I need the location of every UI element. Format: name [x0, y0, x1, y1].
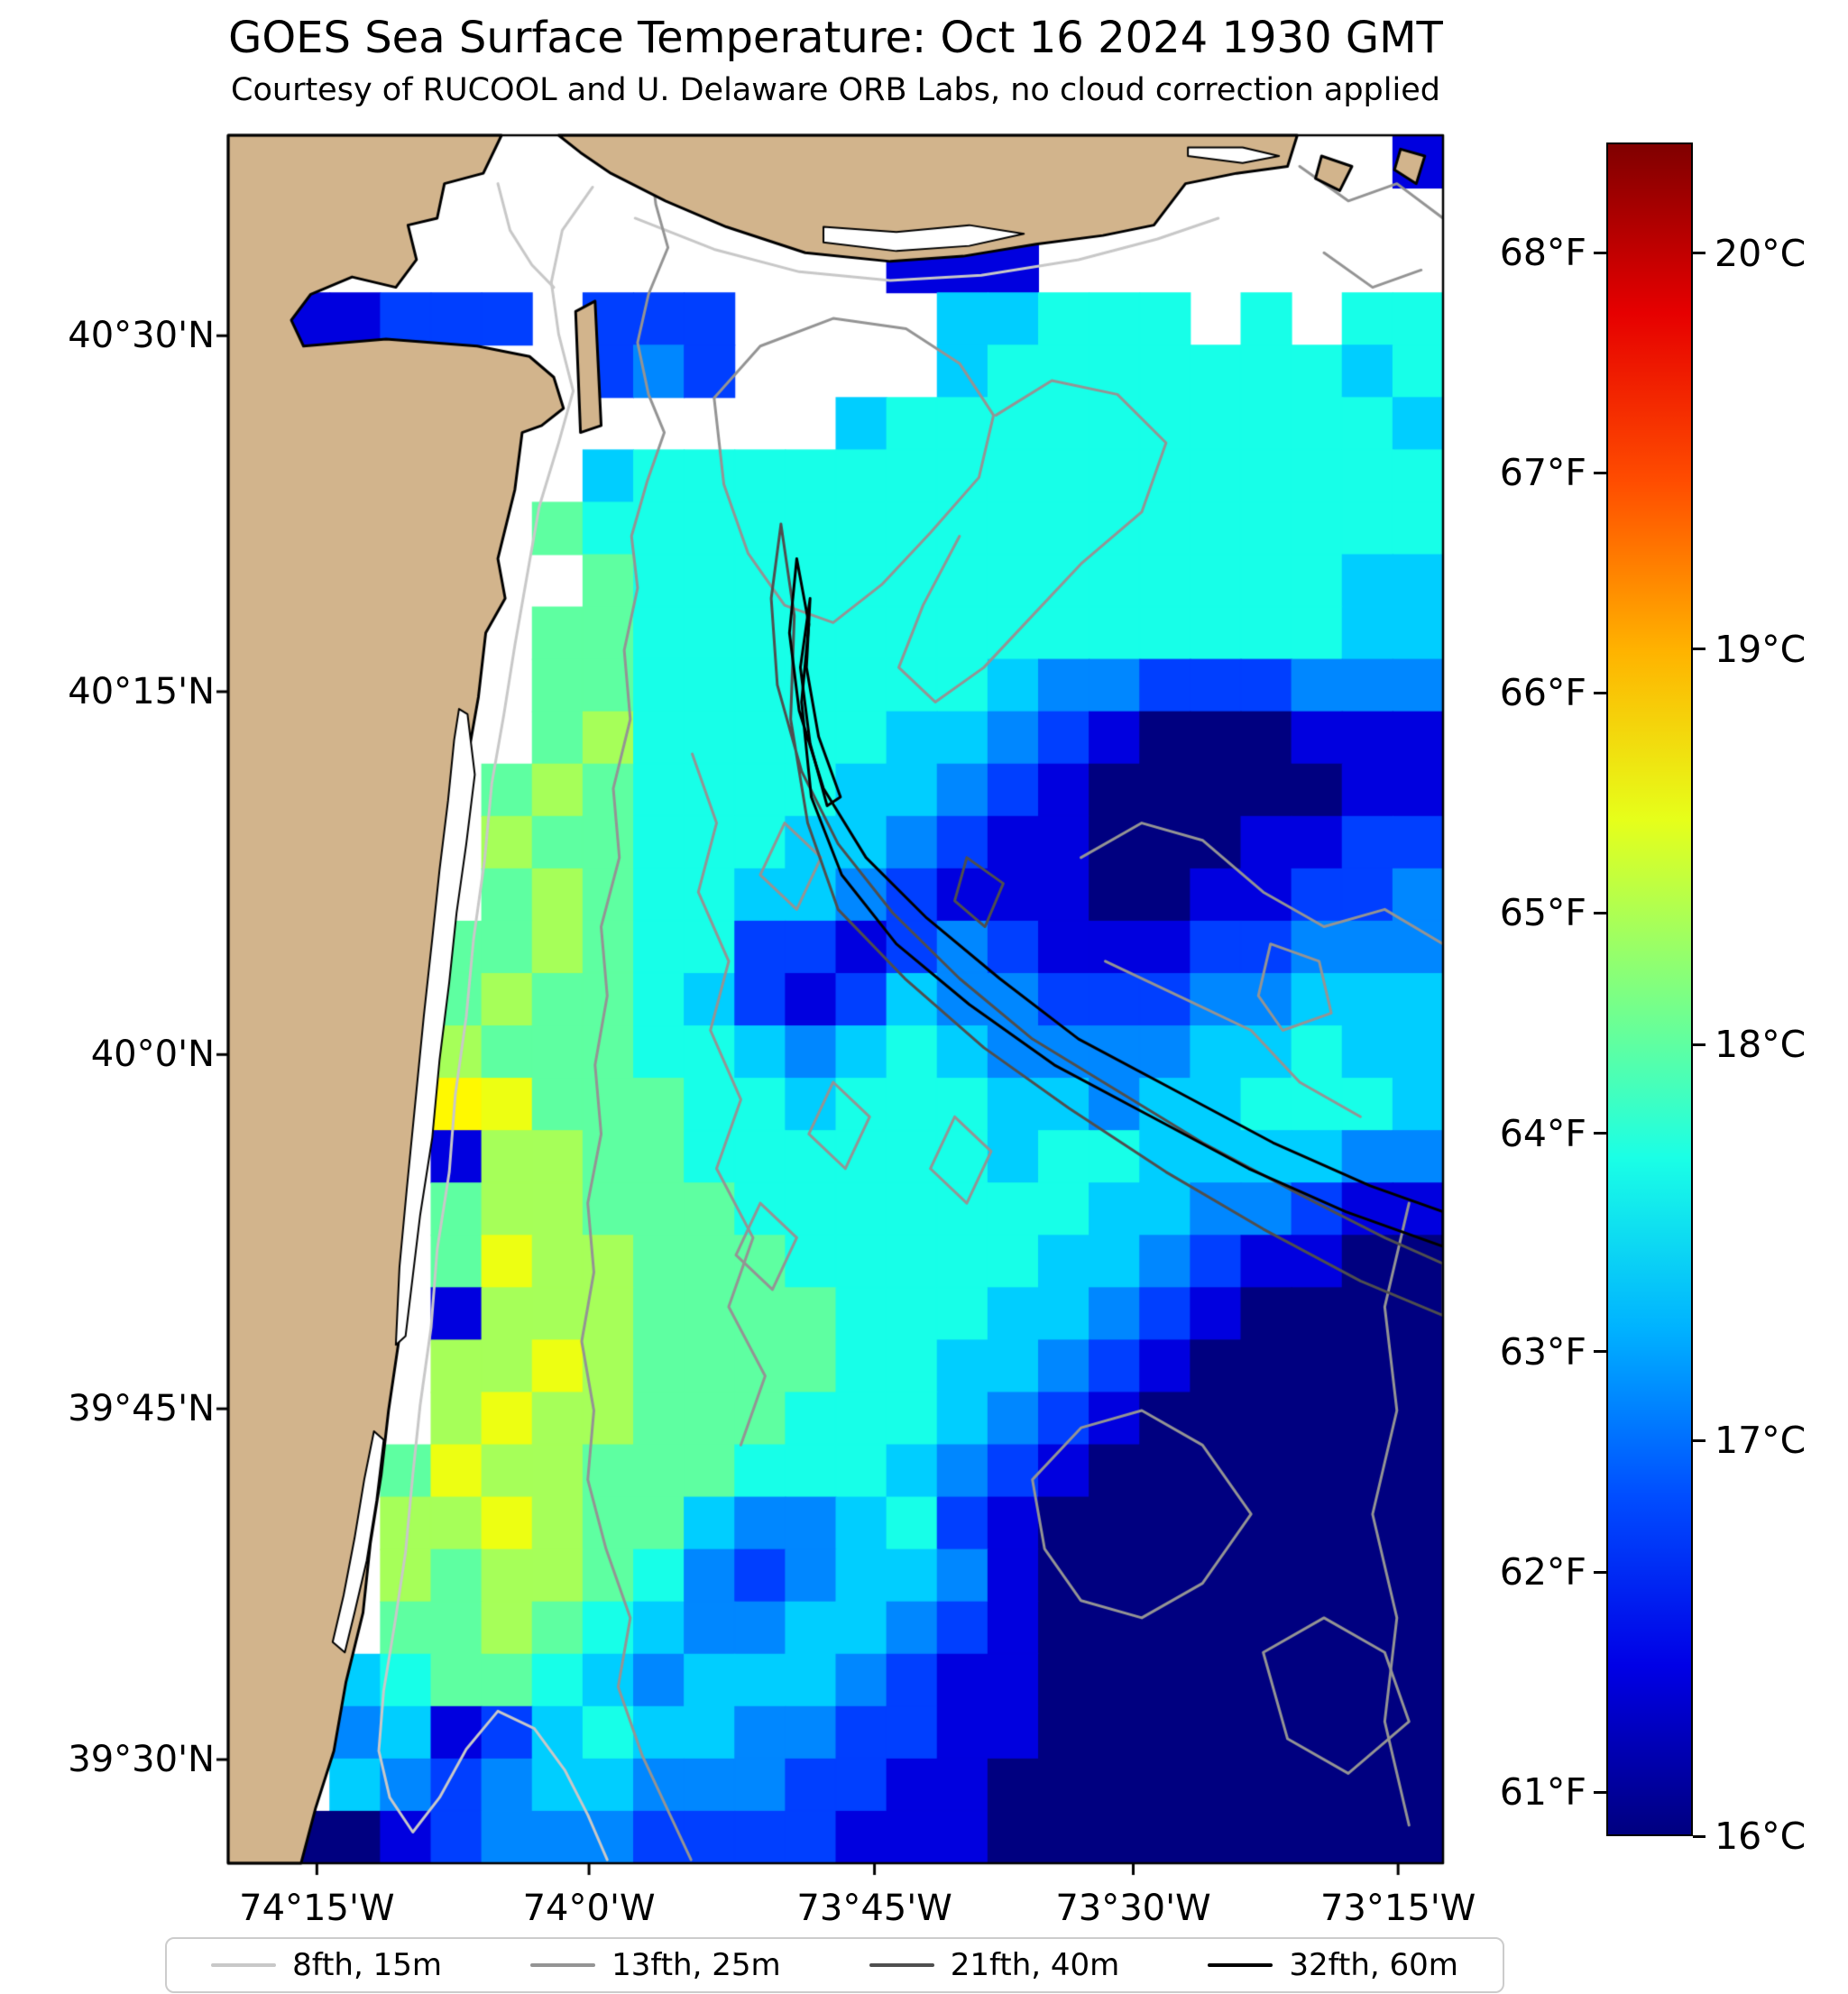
sst-map-canvas — [210, 117, 1461, 1899]
colorbar-c-label: 18°C — [1715, 1023, 1807, 1067]
colorbar-tick — [1693, 252, 1705, 255]
lat-tick-label: 40°30'N — [68, 315, 215, 357]
colorbar-c-label: 20°C — [1715, 231, 1807, 275]
colorbar-f-label: 67°F — [1499, 451, 1586, 495]
colorbar-f-label: 62°F — [1499, 1550, 1586, 1594]
lat-tick-label: 39°45'N — [68, 1388, 215, 1430]
colorbar-c-label: 19°C — [1715, 627, 1807, 671]
lon-tick-label: 74°0'W — [522, 1888, 656, 1929]
colorbar-tick — [1594, 1350, 1606, 1354]
colorbar-tick — [1693, 648, 1705, 651]
legend-label: 13fth, 25m — [611, 1947, 781, 1983]
lat-tick-label: 39°30'N — [68, 1739, 215, 1781]
lon-tick-label: 73°30'W — [1055, 1888, 1211, 1929]
legend-item: 8fth, 15m — [211, 1947, 442, 1983]
legend-line-swatch — [211, 1963, 277, 1967]
colorbar — [1594, 142, 1705, 1838]
colorbar-c-label: 17°C — [1715, 1419, 1807, 1463]
legend-line-swatch — [869, 1963, 934, 1967]
colorbar-f-label: 61°F — [1499, 1770, 1586, 1815]
colorbar-f-label: 64°F — [1499, 1111, 1586, 1155]
colorbar-f-label: 63°F — [1499, 1329, 1586, 1374]
lat-tick-label: 40°15'N — [68, 670, 215, 712]
legend-label: 21fth, 40m — [950, 1947, 1120, 1983]
colorbar-f-label: 66°F — [1499, 671, 1586, 715]
colorbar-tick — [1693, 1043, 1705, 1046]
colorbar-tick — [1594, 471, 1606, 474]
colorbar-tick — [1594, 1790, 1606, 1794]
lon-tick-label: 74°15'W — [239, 1888, 395, 1929]
legend-item: 32fth, 60m — [1208, 1947, 1458, 1983]
legend-label: 32fth, 60m — [1289, 1947, 1458, 1983]
lon-tick-label: 73°15'W — [1319, 1888, 1476, 1929]
legend-item: 21fth, 40m — [869, 1947, 1120, 1983]
page-subtitle: Courtesy of RUCOOL and U. Delaware ORB L… — [231, 72, 1440, 108]
legend-line-swatch — [1208, 1963, 1273, 1967]
page-title: GOES Sea Surface Temperature: Oct 16 202… — [228, 13, 1443, 63]
colorbar-tick — [1594, 251, 1606, 254]
bathymetry-legend: 8fth, 15m 13fth, 25m 21fth, 40m 32fth, 60m — [165, 1937, 1504, 1993]
colorbar-c-label: 16°C — [1715, 1815, 1807, 1858]
colorbar-tick — [1693, 1438, 1705, 1442]
colorbar-f-label: 65°F — [1499, 891, 1586, 935]
colorbar-tick — [1594, 691, 1606, 694]
colorbar-tick — [1594, 1132, 1606, 1135]
lat-tick-label: 40°0'N — [90, 1034, 215, 1076]
legend-line-swatch — [530, 1963, 596, 1967]
legend-label: 8fth, 15m — [292, 1947, 442, 1983]
colorbar-tick — [1594, 1570, 1606, 1574]
lon-tick-label: 73°45'W — [796, 1888, 952, 1929]
colorbar-tick — [1693, 1834, 1705, 1838]
colorbar-f-label: 68°F — [1499, 231, 1586, 275]
legend-item: 13fth, 25m — [530, 1947, 781, 1983]
colorbar-gradient — [1606, 142, 1693, 1836]
colorbar-tick — [1594, 911, 1606, 914]
